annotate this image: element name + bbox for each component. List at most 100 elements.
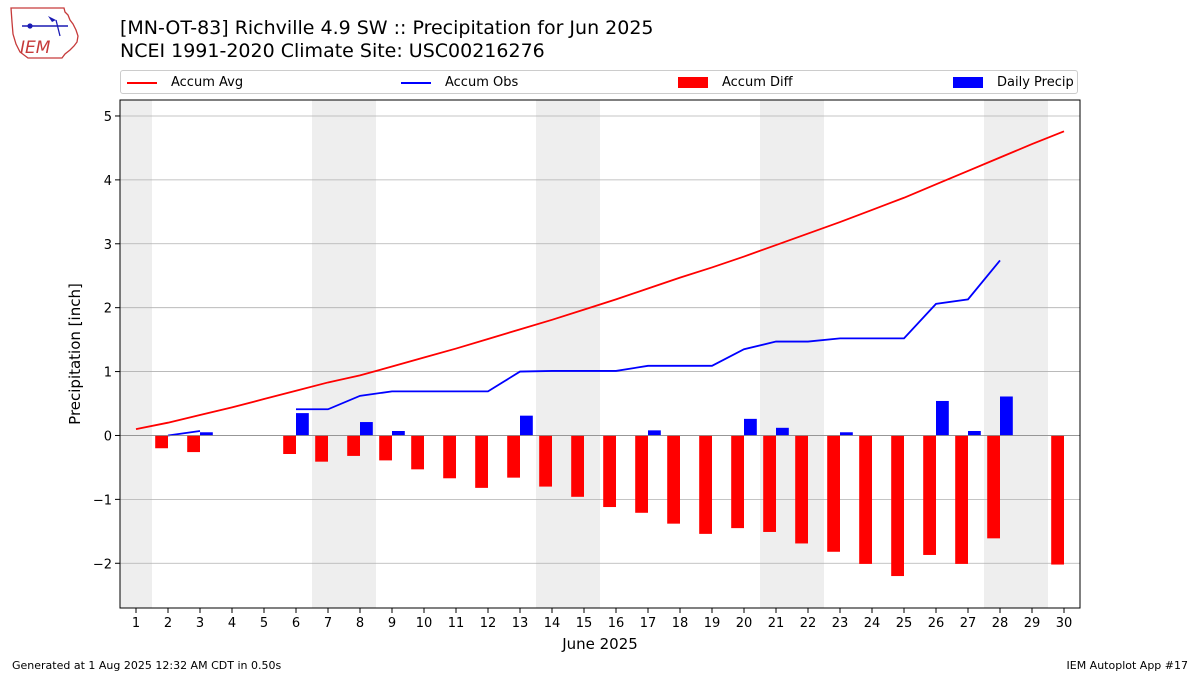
accum-diff-bar-day-8 [347,435,360,456]
y-tick-label-3: 3 [104,238,112,253]
daily-precip-bar-day-9 [392,430,405,436]
x-tick-label-13: 13 [512,616,529,631]
x-axis-ticks: 1 2 3 4 5 6 7 8 9 10 11 12 13 14 15 16 17 18 19 20 21 22 23 24 2… [132,608,1072,631]
weekend-bands [120,100,1048,608]
x-tick-label-30: 30 [1056,616,1073,631]
y-tick-label-4: 4 [104,174,112,189]
chart-title: [MN-OT-83] Richville 4.9 SW :: Precipita… [120,17,654,39]
accum-diff-bars [155,435,1064,577]
y-tick-label--2: −2 [93,557,112,572]
x-tick-label-14: 14 [544,616,561,631]
y-tick-label-0: 0 [104,429,112,444]
x-tick-label-15: 15 [576,616,593,631]
accum-diff-bar-day-19 [699,435,712,534]
daily-precip-bar-day-13 [520,415,533,436]
accum-diff-bar-day-12 [475,435,488,488]
accum-diff-bar-day-28 [987,435,1000,539]
x-tick-label-7: 7 [324,616,332,631]
x-tick-label-20: 20 [736,616,753,631]
accum-avg-line [135,130,1065,430]
accum-diff-bar-day-21 [763,435,776,532]
x-tick-label-24: 24 [864,616,881,631]
x-tick-label-4: 4 [228,616,236,631]
y-tick-label-1: 1 [104,366,112,381]
accum-diff-bar-day-14 [539,435,552,487]
x-tick-label-2: 2 [164,616,172,631]
daily-precip-bar-day-17 [648,430,661,436]
accum-diff-bar-day-30 [1051,435,1064,565]
accum-lines [135,130,1065,437]
y-tick-label-2: 2 [104,302,112,317]
daily-precip-bar-day-3 [200,432,213,436]
y-tick-label-5: 5 [104,110,112,125]
plot-frame [119,99,1081,609]
x-tick-label-17: 17 [640,616,657,631]
logo-text: IEM [20,38,51,58]
x-tick-label-5: 5 [260,616,268,631]
x-tick-label-9: 9 [388,616,396,631]
x-tick-label-11: 11 [448,616,465,631]
accum-diff-bar-day-10 [411,435,424,470]
x-tick-label-10: 10 [416,616,433,631]
y-axis-ticks: −2 −1 0 1 2 3 4 5 [93,110,120,572]
accum-diff-bar-day-16 [603,435,616,508]
x-tick-label-28: 28 [992,616,1009,631]
accum-diff-bar-day-25 [891,435,904,577]
x-tick-label-25: 25 [896,616,913,631]
daily-precip-bar-day-28 [1000,396,1013,436]
chart-subtitle: NCEI 1991-2020 Climate Site: USC00216276 [120,40,545,62]
legend-label-accum-avg: Accum Avg [171,75,244,90]
accum-diff-bar-day-3 [187,435,200,453]
x-tick-label-8: 8 [356,616,364,631]
accum-diff-bar-day-18 [667,435,680,524]
accum-diff-bar-day-2 [155,435,168,449]
accum-diff-bar-day-15 [571,435,584,497]
x-tick-label-6: 6 [292,616,300,631]
x-tick-label-21: 21 [768,616,785,631]
legend: Accum Avg Accum Obs Accum Diff Daily Pre… [120,70,1078,94]
daily-precip-bars [200,396,1013,436]
legend-label-accum-diff: Accum Diff [722,75,793,90]
legend-label-accum-obs: Accum Obs [445,75,519,90]
accum-diff-bar-day-11 [443,435,456,479]
accum-diff-bar-day-13 [507,435,520,478]
weekend-band-1 [312,100,376,608]
x-tick-label-1: 1 [132,616,140,631]
x-tick-label-12: 12 [480,616,497,631]
x-tick-label-27: 27 [960,616,977,631]
legend-swatch-daily-precip [953,77,983,88]
daily-precip-bar-day-26 [936,400,949,436]
generated-note: Generated at 1 Aug 2025 12:32 AM CDT in … [12,659,282,672]
app-note: IEM Autoplot App #17 [1066,659,1189,672]
daily-precip-bar-day-21 [776,427,789,436]
iem-logo: IEM [10,7,79,59]
daily-precip-bar-day-27 [968,430,981,436]
legend-swatch-accum-diff [678,77,708,88]
accum-diff-bar-day-17 [635,435,648,513]
weekend-band-2 [536,100,600,608]
accum-diff-bar-day-9 [379,435,392,461]
daily-precip-bar-day-23 [840,432,853,436]
accum-diff-bar-day-23 [827,435,840,552]
x-tick-label-16: 16 [608,616,625,631]
accum-obs-line [167,259,1001,437]
accum-diff-bar-day-22 [795,435,808,544]
x-tick-label-26: 26 [928,616,945,631]
accum-diff-bar-day-27 [955,435,968,564]
accum-diff-bar-day-6 [283,435,296,455]
x-tick-label-22: 22 [800,616,817,631]
x-axis-label: June 2025 [561,635,638,653]
x-tick-label-18: 18 [672,616,689,631]
daily-precip-bar-day-20 [744,418,757,436]
legend-swatch-accum-obs [401,82,431,84]
y-axis-label: Precipitation [inch] [66,283,84,425]
x-tick-label-29: 29 [1024,616,1041,631]
accum-diff-bar-day-7 [315,435,328,462]
x-tick-label-3: 3 [196,616,204,631]
weekend-band-0 [120,100,152,608]
legend-label-daily-precip: Daily Precip [997,75,1074,90]
daily-precip-bar-day-8 [360,422,373,436]
accum-diff-bar-day-24 [859,435,872,564]
x-tick-label-23: 23 [832,616,849,631]
